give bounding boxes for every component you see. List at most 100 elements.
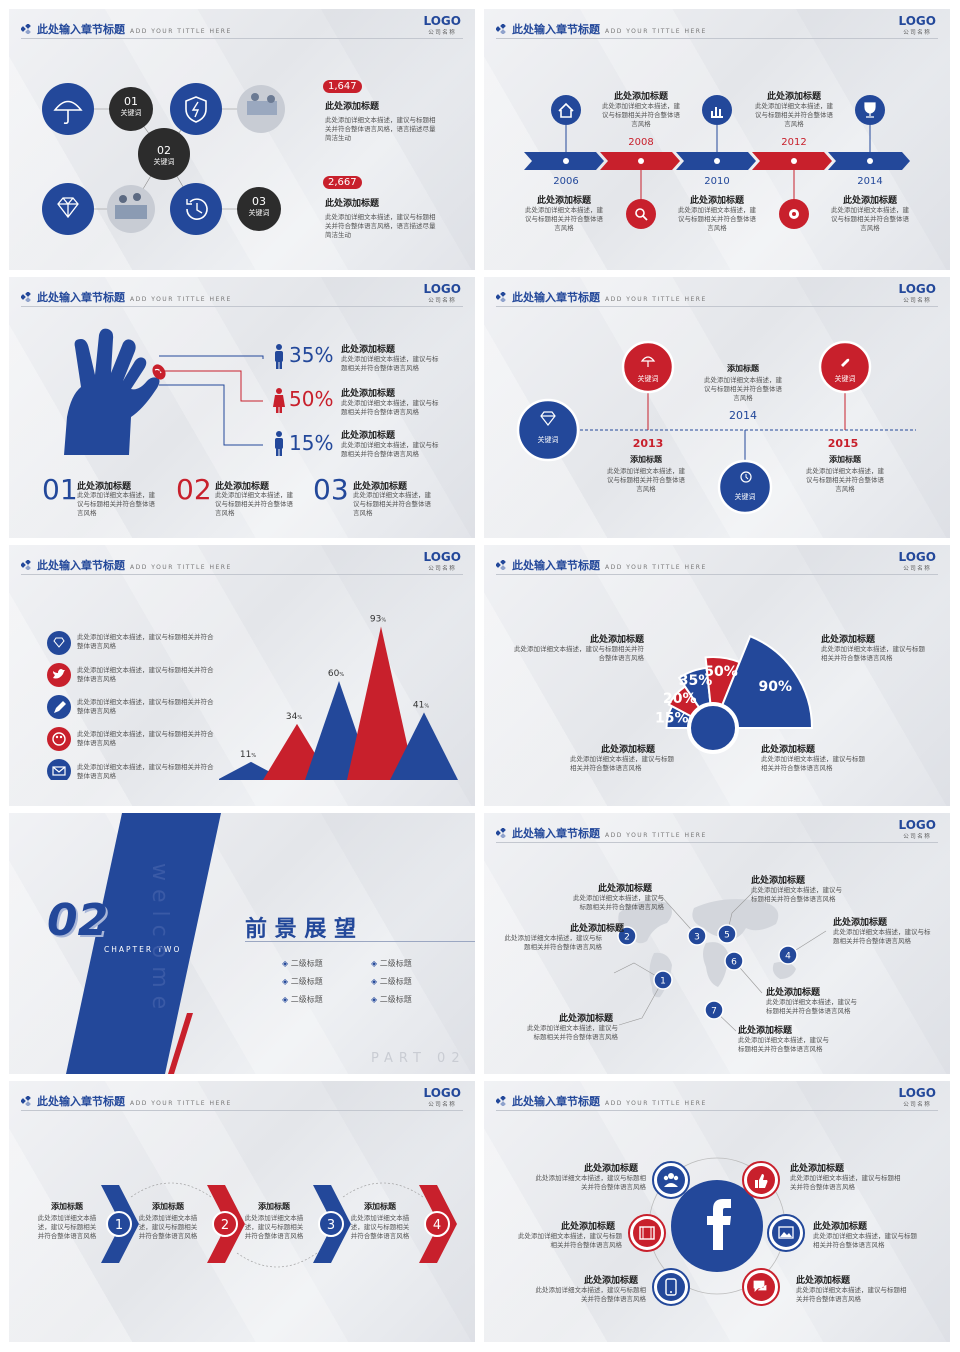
stat-text-2: 此处添加详细文本描述，建议与标题相关并符合整体语言风格，语言描述尽量简洁生动 [325,213,436,239]
year-2008: 2008 [628,137,654,148]
year-2015: 2015 [827,437,859,450]
item-title: 添加标题 [51,1202,83,1211]
person-female-icon [273,388,285,413]
film-icon [628,1214,666,1252]
fan-label: 50% [704,664,738,680]
item-title: 此处添加标题 [813,1222,868,1232]
slide-7: 02 CHAPTER TWO welcome 前 景 展 望 ◈ 二级标题 ◈ … [9,813,475,1074]
home-icon [551,95,581,125]
map-pin-number: 2 [624,933,630,943]
section-subtitle: ADD YOUR TITTLE HERE [130,564,232,571]
item-text: 此处添加详细文本描述，建议与标题相关并符合整体语言风格 [813,1232,917,1249]
header-line [496,306,938,307]
person-icon [275,344,283,369]
item-text: 此处添加详细文本描述，建议与标题相关并符合整体语言风格 [573,894,664,911]
slide-2: 此处输入章节标题 ADD YOUR TITTLE HERE LOGO 公司名称 2… [484,9,950,270]
item-title: 此处添加标题 [570,924,625,934]
umbrella-icon [42,83,94,135]
diamond-icon [496,560,506,570]
list-item: 此处添加详细文本描述，建议与标题相关并符合整体语言风格 [77,763,214,780]
map-pin-number: 6 [731,958,737,968]
list-item: 此处添加详细文本描述，建议与标题相关并符合整体语言风格 [77,666,214,683]
slide-4: 此处输入章节标题 ADD YOUR TITTLE HERE LOGO 公司名称 关… [484,277,950,538]
stat-title-2: 此处添加标题 [325,199,380,209]
section-subtitle: ADD YOUR TITTLE HERE [130,1100,232,1107]
item-text: 此处添加详细文本描述，建议与标题相关并符合整体语言风格 [514,645,644,662]
sub-item: ◈ 二级标题 [371,995,412,1004]
logo: LOGO 公司名称 [423,14,461,37]
sub-item: ◈ 二级标题 [282,995,323,1004]
logo: LOGO 公司名称 [898,818,936,841]
peak-chart: 11% 34% 60% 93% 41% [219,615,458,780]
fan-slice [711,634,814,729]
item-text: 此处添加详细文本描述，建议与标题相关并符合整体语言风格 [341,355,439,372]
section-title: 此处输入章节标题 [512,23,600,36]
section-subtitle: ADD YOUR TITTLE HERE [605,296,707,303]
bottom-text: 此处添加详细文本描述，建议与标题相关并符合整体语言风格 [353,491,431,517]
diamond-icon [496,24,506,34]
step-circle [106,1211,132,1237]
image-icon [767,1214,805,1252]
item-title: 添加标题 [727,364,759,373]
title-line [245,941,475,942]
slide-header: 此处输入章节标题 ADD YOUR TITTLE HERE [21,1093,232,1109]
section-title: 此处输入章节标题 [37,23,125,36]
slide-6: 此处输入章节标题 ADD YOUR TITTLE HERE LOGO 公司名称 1… [484,545,950,806]
item-title: 此处添加标题 [598,884,653,894]
section-title: 此处输入章节标题 [512,827,600,840]
peak-bar [390,712,458,780]
header-line [496,38,938,39]
item-text: 此处添加详细文本描述，建议与标题相关并符合整体语言风格 [796,1286,907,1303]
year-2013: 2013 [632,437,664,450]
item-title: 此处添加标题 [613,92,668,102]
circle-timeline [516,340,916,515]
map-pin-number: 3 [694,933,700,943]
item-title: 此处添加标题 [790,1164,845,1174]
map-pin-number: 5 [724,931,730,941]
section-title: 此处输入章节标题 [512,291,600,304]
diamond-icon [21,1096,31,1106]
item-text: 此处添加详细文本描述，建议与标题相关并符合整体语言风格 [570,755,674,772]
item-text: 此处添加详细文本描述，建议与标题相关并符合整体语言风格 [244,1214,304,1240]
slide-8: 此处输入章节标题 ADD YOUR TITTLE HERE LOGO 公司名称 1… [484,813,950,1074]
chapter-band [66,813,221,1074]
item-text: 此处添加详细文本描述，建议与标题相关并符合整体语言风格 [37,1214,97,1240]
item-text: 此处添加详细文本描述，建议与标题相关并符合整体语言风格 [738,1036,829,1053]
item-title: 此处添加标题 [341,345,396,355]
fan-label: 20% [663,691,697,707]
num-01: 01 [42,473,78,506]
rocket-icon [818,340,872,394]
slide-header: 此处输入章节标题 ADD YOUR TITTLE HERE [496,557,707,573]
diamond-icon [496,292,506,302]
section-subtitle: ADD YOUR TITTLE HERE [605,564,707,571]
stat-badge-2: 2,667 [323,176,362,189]
item-title: 此处添加标题 [601,745,656,755]
slide-10: 此处输入章节标题 ADD YOUR TITTLE HERE LOGO 公司名称 此… [484,1081,950,1342]
header-line [496,842,938,843]
person-icon [275,431,283,456]
item-text: 此处添加详细文本描述，建议与标题相关并符合整体语言风格 [350,1214,410,1240]
peak-label: 60% [328,669,344,679]
item-title: 添加标题 [829,455,861,464]
header-line [21,38,463,39]
section-subtitle: ADD YOUR TITTLE HERE [605,832,707,839]
diamond-icon [496,828,506,838]
logo: LOGO 公司名称 [423,1086,461,1109]
chat-icon [742,1268,780,1306]
item-text: 此处添加详细文本描述，建议与标题相关并符合整体语言风格 [821,645,925,662]
year-2010: 2010 [704,176,730,187]
section-title: 此处输入章节标题 [512,559,600,572]
section-title: 此处输入章节标题 [37,291,125,304]
hand-graphic [64,328,285,456]
fan-center [687,702,739,754]
bottom-text: 此处添加详细文本描述，建议与标题相关并符合整体语言风格 [77,491,155,517]
slide-3: 此处输入章节标题 ADD YOUR TITTLE HERE LOGO 公司名称 3… [9,277,475,538]
item-text: 此处添加详细文本描述，建议与标题相关并符合整体语言风格 [535,1286,647,1303]
item-text: 此处添加详细文本描述，建议与标题相关并符合整体语言风格 [833,928,931,945]
step-circle [212,1211,238,1237]
map-pin-number: 1 [660,977,666,987]
item-title: 添加标题 [258,1202,290,1211]
peak-label: 41% [413,700,429,710]
item-text: 此处添加详细文本描述，建议与标题相关并符合整体语言风格 [751,886,842,903]
keyword: 关键词 [637,375,659,383]
